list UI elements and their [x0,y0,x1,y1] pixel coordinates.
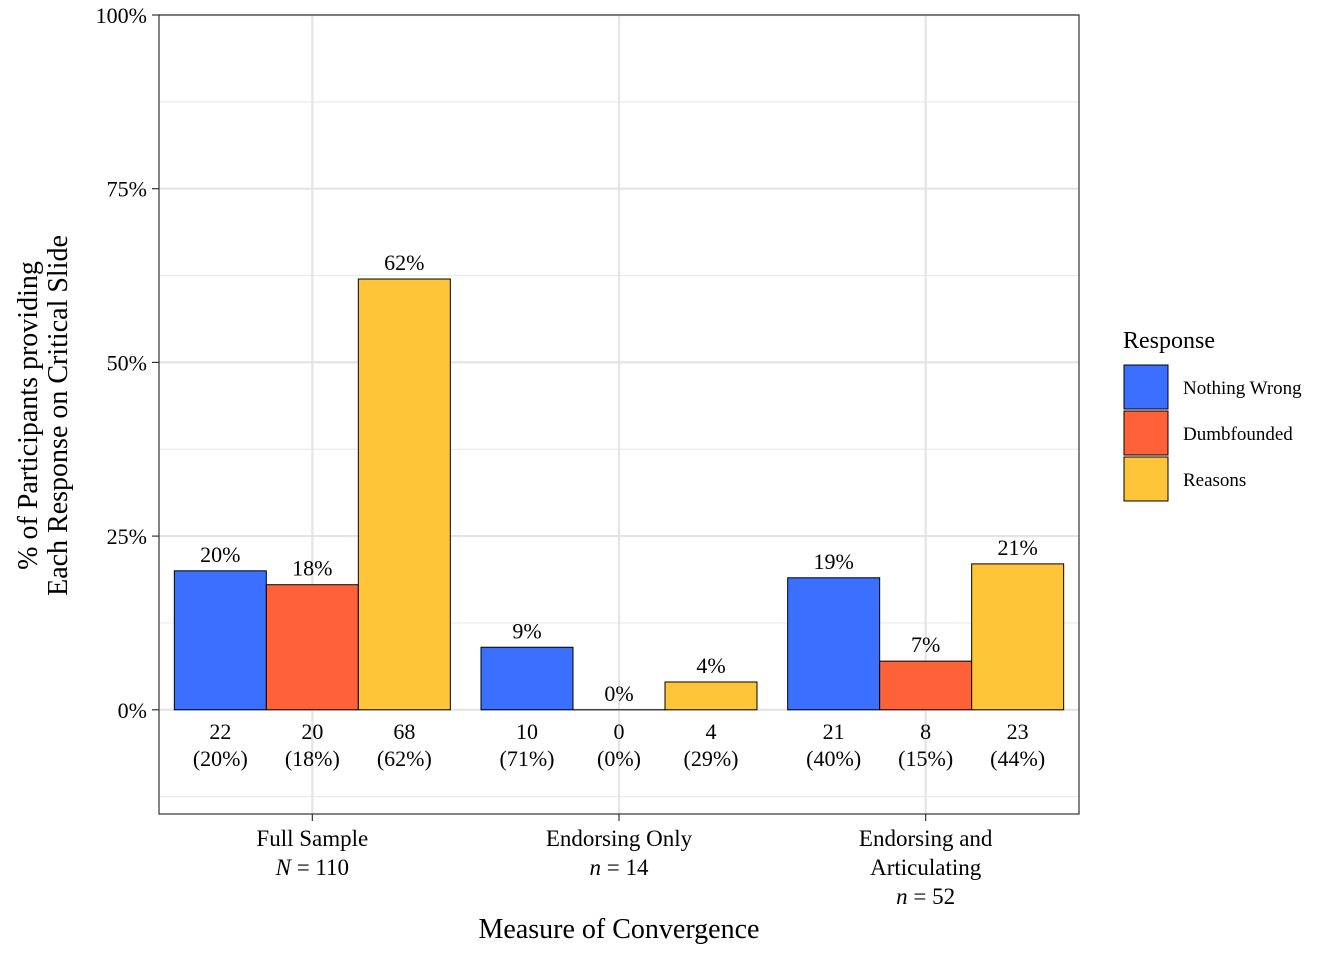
x-category-sample-size: n = 52 [896,884,955,909]
bar-count-percent-label: (20%) [193,746,248,771]
bar-count-label: 8 [920,719,931,744]
bar-value-label: 7% [911,632,940,657]
bar-value-label: 19% [814,549,854,574]
x-category-label: Articulating [870,855,982,880]
bar-count-percent-label: (62%) [377,746,432,771]
bar [174,571,266,710]
bar-value-label: 18% [292,556,332,581]
bar-value-label: 62% [384,250,424,275]
bar-count-label: 68 [393,719,415,744]
bar [481,647,573,710]
bar-value-label: 21% [998,535,1038,560]
bar-count-label: 4 [706,719,717,744]
bar [972,564,1064,710]
bar-count-percent-label: (71%) [500,746,555,771]
bar-value-label: 20% [200,542,240,567]
x-axis: Full Sample N = 110 Endorsing Only n = 14 En… [256,814,992,909]
bar-value-label: 4% [696,653,725,678]
y-axis-title: % of Participants providingEach Response… [13,235,74,596]
bar-count-label: 22 [209,719,231,744]
legend-swatch [1124,365,1168,409]
legend-label: Nothing Wrong [1183,378,1302,399]
bar-count-label: 0 [614,719,625,744]
legend-label: Reasons [1183,470,1246,491]
bar-value-label: 0% [604,681,633,706]
bar [266,585,358,710]
x-category-label: Full Sample [256,826,368,851]
bar-count-label: 20 [301,719,323,744]
legend-title: Response [1123,328,1215,354]
legend: Response Nothing Wrong Dumbfounded Reasons [1123,328,1302,501]
bar [788,578,880,710]
bar-count-label: 23 [1007,719,1029,744]
legend-label: Dumbfounded [1183,424,1293,445]
y-tick-label: 100% [96,3,147,28]
bar-value-label: 9% [512,618,541,643]
y-axis: 0% 25% 50% 75% 100% [96,3,159,723]
x-category-label: Endorsing Only [546,826,693,851]
x-category-sample-size: N = 110 [275,855,349,880]
bar-count-percent-label: (40%) [806,746,861,771]
bar-count-percent-label: (44%) [990,746,1045,771]
y-tick-label: 50% [107,350,147,375]
bar-count-percent-label: (18%) [285,746,340,771]
y-tick-label: 0% [118,698,147,723]
y-tick-label: 75% [107,177,147,202]
bar-count-label: 10 [516,719,538,744]
x-axis-title: Measure of Convergence [479,914,760,945]
bar-count-percent-label: (29%) [684,746,739,771]
bar-count-percent-label: (0%) [597,746,641,771]
bar-count-label: 21 [823,719,845,744]
x-category-label: Endorsing and [859,826,993,851]
bar [665,682,757,710]
bar-count-percent-label: (15%) [898,746,953,771]
legend-swatch [1124,457,1168,501]
y-tick-label: 25% [107,524,147,549]
bar [880,661,972,710]
legend-swatch [1124,411,1168,455]
x-category-sample-size: n = 14 [590,855,649,880]
bar [358,279,450,710]
